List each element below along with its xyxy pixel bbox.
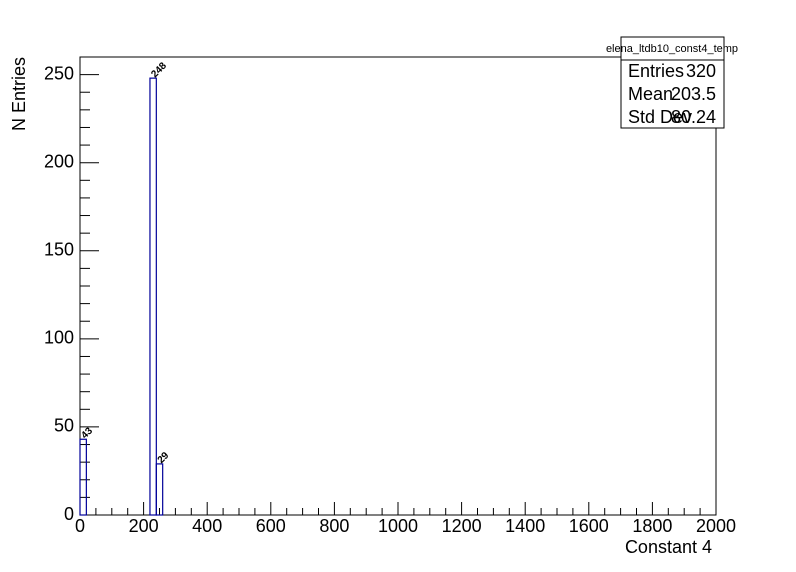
x-axis-label: Constant 4 [625, 537, 712, 557]
stats-label: Std Dev [628, 107, 692, 127]
stats-value: 320 [686, 61, 716, 81]
data-label: 248 [149, 60, 169, 80]
y-tick-label: 100 [44, 328, 74, 348]
x-tick-label: 1800 [632, 516, 672, 536]
x-tick-label: 400 [192, 516, 222, 536]
x-tick-label: 0 [75, 516, 85, 536]
bar [79, 438, 87, 516]
stats-title: elena_ltdb10_const4_temp [606, 43, 738, 55]
x-tick-label: 800 [319, 516, 349, 536]
y-tick-label: 0 [64, 504, 74, 524]
stats-label: Mean [628, 84, 673, 104]
stats-box [620, 36, 725, 129]
bar [155, 463, 164, 516]
stats-value: 80.24 [671, 107, 716, 127]
y-axis-label: N Entries [9, 57, 29, 131]
x-tick-label: 600 [256, 516, 286, 536]
x-tick-label: 1000 [378, 516, 418, 536]
x-tick-label: 1600 [569, 516, 609, 536]
stats-value: 203.5 [671, 84, 716, 104]
y-tick-label: 200 [44, 151, 74, 171]
y-tick-label: 50 [54, 416, 74, 436]
y-tick-label: 250 [44, 63, 74, 83]
x-tick-label: 200 [129, 516, 159, 536]
x-tick-label: 2000 [696, 516, 736, 536]
stats-label: Entries [628, 61, 684, 81]
x-tick-label: 1200 [442, 516, 482, 536]
bar [149, 77, 157, 516]
y-tick-label: 150 [44, 240, 74, 260]
x-tick-label: 1400 [505, 516, 545, 536]
